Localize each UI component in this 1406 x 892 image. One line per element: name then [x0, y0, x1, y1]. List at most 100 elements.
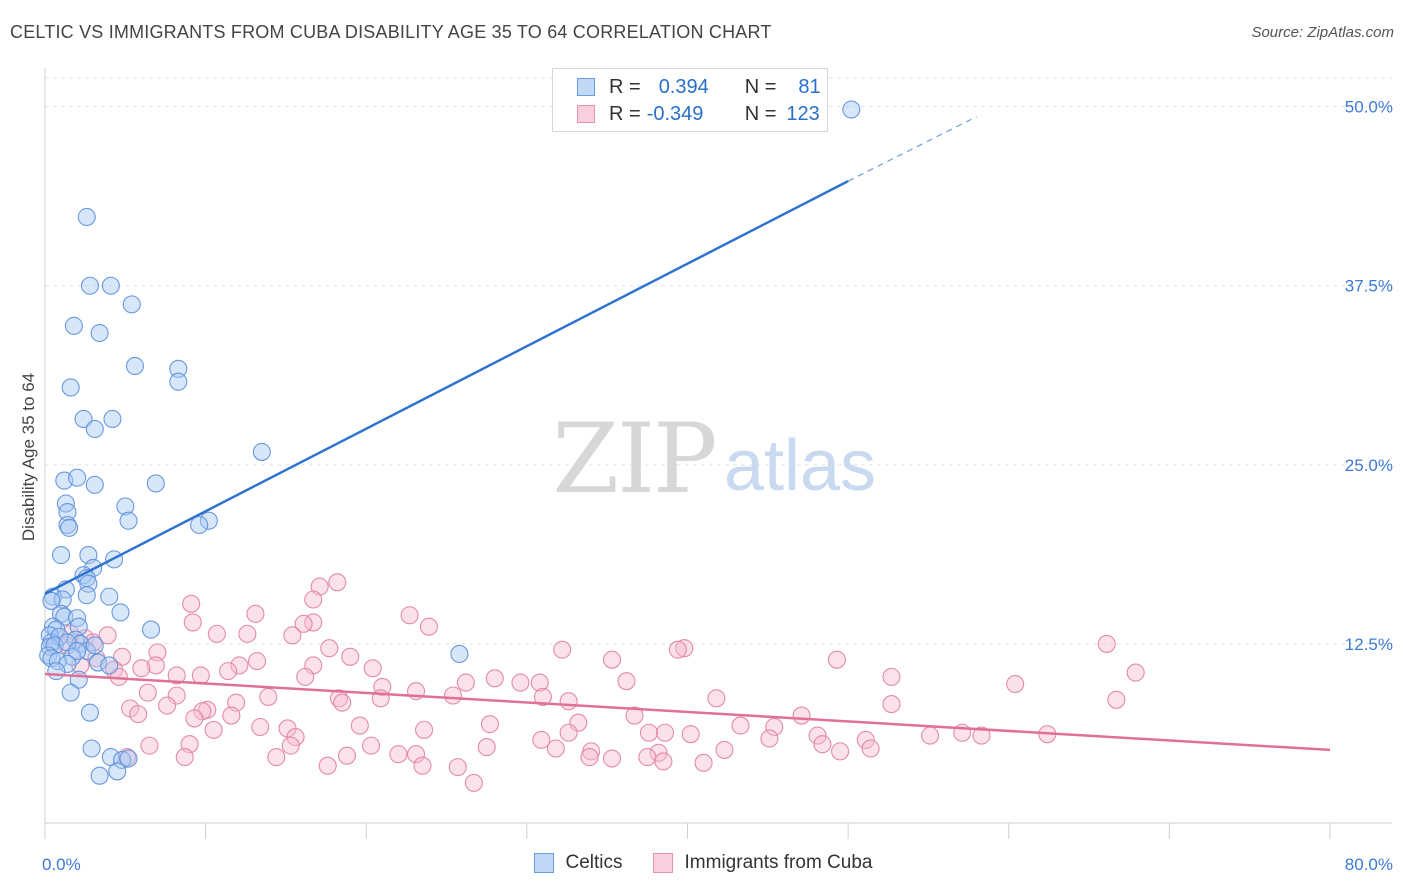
point-cuba	[191, 666, 210, 685]
point-celtics	[141, 620, 161, 639]
series-immigrants-from-cuba	[58, 573, 1145, 792]
y-tick-label: 25.0%	[1345, 456, 1393, 475]
point-cuba	[681, 725, 700, 744]
correlation-legend: R = 0.394 N = 81 R = -0.349 N = 123	[552, 68, 828, 132]
point-cuba	[286, 727, 305, 747]
legend-n-value: 81	[798, 75, 821, 98]
point-celtics	[100, 656, 119, 675]
point-cuba	[207, 624, 226, 643]
point-cuba	[238, 624, 257, 643]
point-cuba	[856, 730, 875, 749]
point-cuba	[638, 748, 657, 767]
series-legend: Celtics Immigrants from Cuba	[0, 852, 1406, 874]
y-axis-label: Disability Age 35 to 64	[19, 373, 38, 541]
point-cuba	[707, 689, 726, 708]
point-celtics	[52, 546, 71, 565]
point-cuba	[246, 604, 265, 623]
point-cuba	[389, 745, 408, 764]
point-celtics	[85, 636, 104, 655]
legend-r-label: R =	[609, 102, 641, 125]
point-cuba	[760, 729, 779, 748]
point-cuba	[363, 659, 382, 678]
point-cuba	[882, 695, 901, 714]
y-tick-label: 37.5%	[1345, 277, 1393, 296]
point-cuba	[183, 613, 202, 632]
point-cuba	[341, 647, 360, 666]
point-cuba	[283, 626, 302, 645]
point-celtics	[90, 766, 109, 785]
point-cuba	[655, 723, 675, 742]
point-cuba	[485, 669, 504, 688]
point-cuba	[362, 736, 381, 755]
point-celtics	[82, 739, 101, 758]
point-cuba	[546, 739, 565, 758]
point-cuba	[350, 716, 369, 735]
point-cuba	[158, 696, 177, 715]
point-cuba	[138, 683, 157, 702]
point-cuba	[333, 693, 352, 712]
point-cuba	[1126, 663, 1145, 682]
legend-n-label: N =	[744, 102, 777, 125]
point-cuba	[675, 639, 694, 658]
legend-r-label: R =	[609, 75, 641, 98]
point-celtics	[58, 654, 77, 674]
point-cuba	[219, 662, 238, 681]
point-cuba	[230, 656, 249, 675]
point-cuba	[808, 726, 827, 745]
point-cuba	[304, 590, 323, 609]
point-cuba	[861, 739, 880, 758]
point-cuba	[532, 730, 551, 749]
point-cuba	[765, 717, 784, 737]
point-cuba	[559, 692, 578, 711]
point-celtics	[77, 586, 96, 605]
point-cuba	[304, 613, 323, 632]
point-cuba	[553, 640, 572, 659]
point-celtics	[42, 591, 61, 610]
point-celtics	[61, 683, 80, 702]
point-celtics	[61, 378, 80, 397]
point-cuba	[668, 640, 687, 659]
point-cuba	[920, 726, 940, 745]
point-celtics	[79, 574, 98, 593]
point-cuba	[129, 705, 148, 724]
legend-n-value: 123	[786, 102, 820, 125]
point-celtics	[119, 511, 138, 530]
point-celtics	[80, 276, 100, 295]
point-celtics	[90, 323, 109, 343]
point-cuba	[415, 720, 434, 739]
watermark: ZIP atlas	[552, 403, 876, 515]
point-celtics	[68, 468, 87, 487]
point-cuba	[477, 738, 496, 757]
point-celtics	[77, 207, 96, 227]
point-celtics	[85, 475, 104, 494]
legend-n-label: N =	[744, 75, 777, 98]
point-cuba	[511, 673, 530, 692]
point-cuba	[443, 686, 463, 705]
legend-row-cuba: R = -0.349 N = 123	[577, 101, 820, 127]
point-cuba	[456, 673, 475, 692]
legend-swatch-celtics	[533, 853, 554, 873]
point-cuba	[267, 748, 286, 767]
point-cuba	[694, 753, 713, 772]
legend-swatch-celtics	[577, 78, 595, 96]
point-celtics	[199, 511, 218, 530]
point-cuba	[259, 687, 278, 706]
point-cuba	[320, 639, 339, 658]
point-cuba	[318, 756, 337, 775]
series-celtics	[39, 100, 861, 785]
point-cuba	[831, 742, 850, 761]
point-cuba	[715, 740, 734, 759]
point-cuba	[533, 687, 552, 706]
point-cuba	[639, 723, 659, 742]
point-cuba	[140, 736, 159, 755]
point-celtics	[100, 587, 119, 606]
point-cuba	[649, 743, 668, 762]
point-celtics	[119, 749, 138, 768]
point-cuba	[1097, 634, 1116, 653]
point-cuba	[167, 686, 186, 705]
trend-line-celtics	[44, 180, 849, 595]
y-tick-label: 50.0%	[1345, 98, 1393, 117]
point-celtics	[60, 518, 79, 537]
point-celtics	[58, 515, 77, 535]
legend-r-value: 0.394	[658, 75, 709, 98]
